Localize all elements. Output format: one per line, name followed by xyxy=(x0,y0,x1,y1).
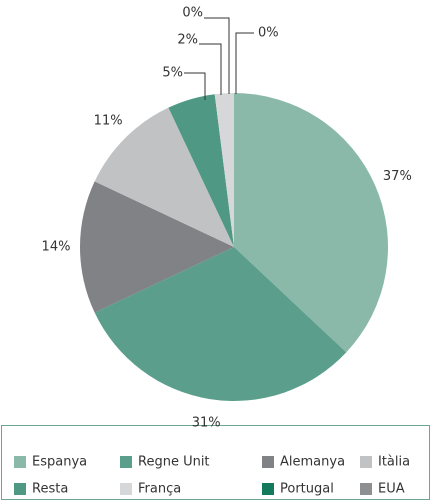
legend-label: Portugal xyxy=(280,482,334,497)
legend-box xyxy=(1,425,430,500)
legend-swatch xyxy=(360,456,372,468)
legend-swatch xyxy=(262,483,274,495)
data-label: 2% xyxy=(177,33,198,48)
pie-slice xyxy=(214,93,234,247)
pie-slice xyxy=(234,93,388,353)
legend-label: Alemanya xyxy=(280,455,345,470)
legend-label: Resta xyxy=(32,482,68,497)
data-label: 0% xyxy=(258,26,279,41)
pie-slice xyxy=(94,107,234,247)
legend-label: Regne Unit xyxy=(138,455,210,470)
legend-label: Espanya xyxy=(32,455,87,470)
data-label: 0% xyxy=(182,6,203,21)
data-label: 5% xyxy=(162,66,183,81)
legend-label: França xyxy=(138,482,181,497)
data-label: 14% xyxy=(42,240,71,255)
legend-swatch xyxy=(14,483,26,495)
leader-line xyxy=(235,32,254,94)
legend-swatch xyxy=(14,456,26,468)
legend-swatch xyxy=(262,456,274,468)
pie-slice xyxy=(79,181,234,313)
leader-line xyxy=(204,17,230,94)
legend-label: Itàlia xyxy=(378,455,410,470)
data-label: 37% xyxy=(383,169,412,184)
pie-slice xyxy=(94,247,347,401)
legend-swatch xyxy=(360,483,372,495)
data-label: 11% xyxy=(94,114,123,129)
leader-line xyxy=(199,43,222,95)
leader-line xyxy=(184,72,206,100)
legend-swatch xyxy=(120,456,132,468)
legend-label: EUA xyxy=(378,482,405,497)
pie-slice xyxy=(168,94,234,248)
data-label: 31% xyxy=(192,415,221,430)
legend-swatch xyxy=(120,483,132,495)
